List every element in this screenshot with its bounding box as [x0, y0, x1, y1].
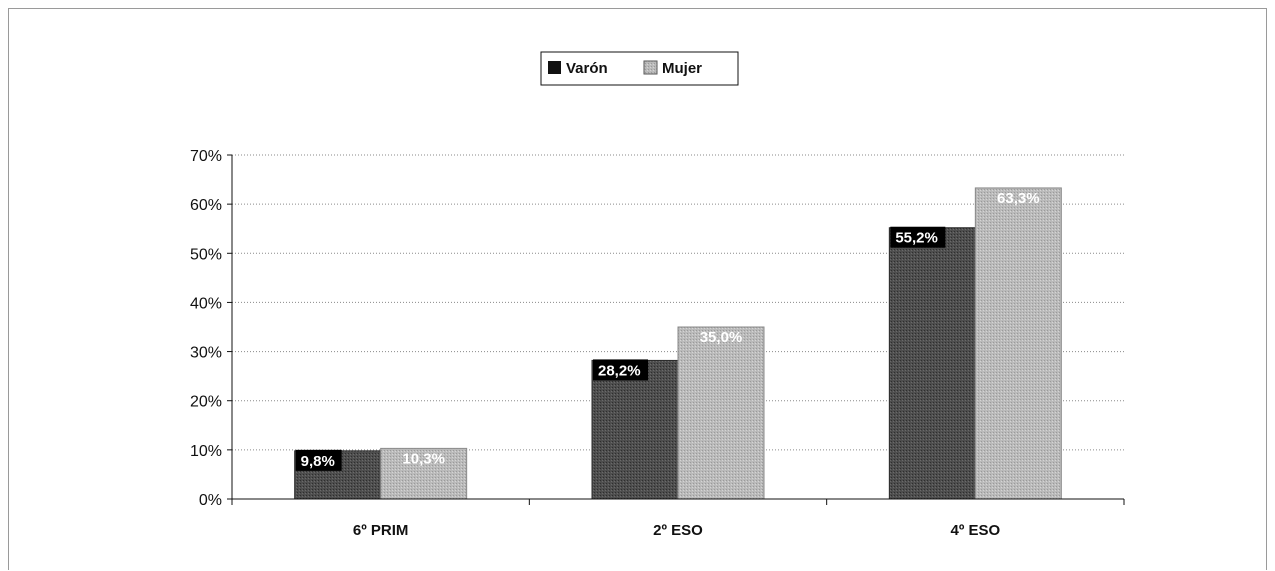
- bars: [294, 187, 1062, 500]
- bar-mujer: [380, 447, 468, 500]
- data-labels: 9,8% 10,3% 28,2% 35,0% 55,2% 63,3%: [295, 190, 1040, 471]
- bar-mujer: [974, 187, 1062, 500]
- bar-varon: [591, 359, 679, 500]
- data-label-mujer: 10,3%: [402, 450, 445, 467]
- y-tick-label: 30%: [190, 345, 222, 362]
- legend-label-mujer: Mujer: [662, 60, 702, 77]
- x-category-label: 2º ESO: [653, 522, 703, 539]
- legend-box: [540, 51, 739, 86]
- data-label-bg: [890, 226, 946, 248]
- x-axis-category-labels: 6º PRIM 2º ESO 4º ESO: [353, 522, 1001, 539]
- legend: Varón Mujer: [540, 51, 739, 86]
- data-label-mujer: 35,0%: [700, 329, 743, 346]
- y-axis-tick-labels: 0% 10% 20% 30% 40% 50% 60% 70%: [190, 148, 222, 509]
- y-tick-label: 40%: [190, 295, 222, 312]
- bar-varon: [888, 227, 976, 500]
- bar-mujer: [677, 326, 765, 500]
- y-tick-label: 0%: [199, 492, 222, 509]
- legend-swatch-mujer: [643, 60, 658, 75]
- data-label-mujer: 63,3%: [997, 190, 1040, 207]
- y-tick-label: 70%: [190, 148, 222, 165]
- y-tick-label: 10%: [190, 443, 222, 460]
- data-label-varon: 55,2%: [895, 230, 938, 247]
- y-tick-label: 50%: [190, 246, 222, 263]
- data-label-bg: [295, 449, 342, 471]
- x-category-label: 6º PRIM: [353, 522, 409, 539]
- data-label-bg: [593, 359, 648, 381]
- axes: [227, 154, 1125, 505]
- data-label-varon: 9,8%: [301, 453, 335, 470]
- y-tick-label: 20%: [190, 394, 222, 411]
- legend-label-varon: Varón: [566, 60, 608, 77]
- x-category-label: 4º ESO: [950, 522, 1000, 539]
- legend-swatch-varon: [548, 61, 561, 74]
- data-label-varon: 28,2%: [598, 362, 641, 379]
- y-tick-label: 60%: [190, 197, 222, 214]
